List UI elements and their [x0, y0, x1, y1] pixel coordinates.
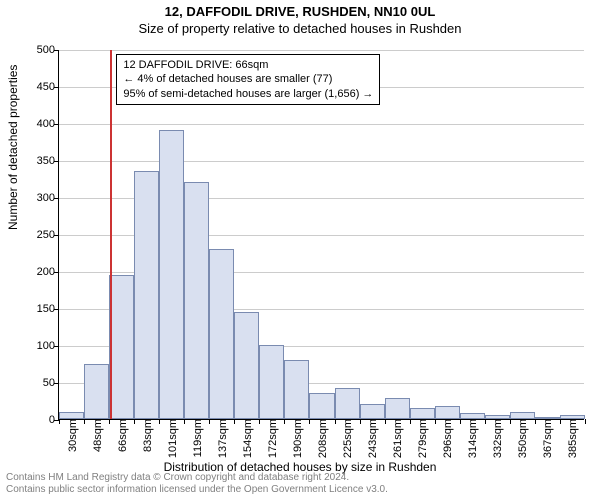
y-tick-label: 300	[37, 192, 59, 204]
x-tick-mark	[284, 419, 285, 424]
x-tick-mark	[560, 419, 561, 424]
footer-line-1: Contains HM Land Registry data © Crown c…	[6, 472, 594, 484]
annotation-line: 95% of semi-detached houses are larger (…	[123, 87, 373, 101]
property-marker-line	[110, 50, 112, 419]
y-tick-label: 450	[37, 81, 59, 93]
y-tick-label: 0	[49, 414, 59, 426]
histogram-bar	[109, 275, 134, 419]
x-tick-label: 385sqm	[565, 419, 579, 458]
annotation-box: 12 DAFFODIL DRIVE: 66sqm← 4% of detached…	[116, 54, 380, 105]
x-tick-mark	[84, 419, 85, 424]
x-tick-mark	[410, 419, 411, 424]
x-tick-mark	[134, 419, 135, 424]
x-tick-mark	[385, 419, 386, 424]
x-tick-mark	[360, 419, 361, 424]
x-tick-mark	[184, 419, 185, 424]
x-tick-label: 296sqm	[440, 419, 454, 458]
chart-title-address: 12, DAFFODIL DRIVE, RUSHDEN, NN10 0UL	[0, 4, 600, 19]
y-tick-label: 50	[43, 377, 59, 389]
x-tick-mark	[309, 419, 310, 424]
histogram-bar	[209, 249, 234, 419]
x-tick-mark	[485, 419, 486, 424]
histogram-bar	[159, 130, 184, 419]
y-tick-label: 500	[37, 44, 59, 56]
y-tick-label: 350	[37, 155, 59, 167]
x-tick-label: 119sqm	[190, 419, 204, 457]
y-tick-label: 150	[37, 303, 59, 315]
histogram-bar	[385, 398, 410, 419]
annotation-line: ← 4% of detached houses are smaller (77)	[123, 72, 373, 86]
y-tick-label: 250	[37, 229, 59, 241]
x-tick-label: 190sqm	[290, 419, 304, 458]
x-tick-mark	[585, 419, 586, 424]
histogram-bar	[510, 412, 535, 419]
x-tick-mark	[510, 419, 511, 424]
histogram-bar	[59, 412, 84, 419]
x-tick-label: 208sqm	[315, 419, 329, 458]
histogram-bar	[184, 182, 209, 419]
histogram-bar	[234, 312, 259, 419]
y-tick-label: 400	[37, 118, 59, 130]
x-tick-label: 66sqm	[115, 419, 129, 452]
chart-subtitle: Size of property relative to detached ho…	[0, 21, 600, 36]
histogram-bar	[435, 406, 460, 419]
histogram-bar	[134, 171, 159, 419]
x-tick-label: 172sqm	[265, 419, 279, 458]
x-tick-mark	[209, 419, 210, 424]
x-tick-label: 314sqm	[465, 419, 479, 458]
x-tick-label: 48sqm	[90, 419, 104, 452]
x-tick-mark	[435, 419, 436, 424]
gridline	[59, 50, 584, 51]
histogram-bar	[259, 345, 284, 419]
x-tick-mark	[535, 419, 536, 424]
x-tick-mark	[59, 419, 60, 424]
x-tick-label: 367sqm	[540, 419, 554, 458]
histogram-bar	[410, 408, 435, 419]
x-tick-mark	[159, 419, 160, 424]
gridline	[59, 124, 584, 125]
footer-attribution: Contains HM Land Registry data © Crown c…	[0, 470, 600, 500]
x-tick-label: 261sqm	[390, 419, 404, 458]
histogram-bar	[284, 360, 309, 419]
histogram-bar	[309, 393, 334, 419]
x-tick-label: 137sqm	[215, 419, 229, 458]
x-tick-label: 332sqm	[490, 419, 504, 458]
x-tick-mark	[259, 419, 260, 424]
x-tick-mark	[460, 419, 461, 424]
x-tick-mark	[109, 419, 110, 424]
x-tick-label: 83sqm	[140, 419, 154, 452]
x-tick-label: 243sqm	[365, 419, 379, 458]
x-tick-label: 30sqm	[65, 419, 79, 452]
histogram-chart: 05010015020025030035040045050030sqm48sqm…	[58, 50, 584, 420]
footer-line-2: Contains public sector information licen…	[6, 484, 594, 496]
x-tick-label: 101sqm	[165, 419, 179, 458]
x-tick-label: 350sqm	[515, 419, 529, 458]
y-axis-label: Number of detached properties	[6, 65, 20, 230]
histogram-bar	[335, 388, 360, 419]
gridline	[59, 161, 584, 162]
x-tick-mark	[234, 419, 235, 424]
y-tick-label: 100	[37, 340, 59, 352]
y-tick-label: 200	[37, 266, 59, 278]
chart-title-block: 12, DAFFODIL DRIVE, RUSHDEN, NN10 0UL Si…	[0, 0, 600, 36]
x-tick-label: 225sqm	[340, 419, 354, 458]
histogram-bar	[360, 404, 385, 419]
x-tick-label: 279sqm	[415, 419, 429, 458]
x-tick-label: 154sqm	[240, 419, 254, 458]
x-tick-mark	[335, 419, 336, 424]
annotation-line: 12 DAFFODIL DRIVE: 66sqm	[123, 58, 373, 72]
histogram-bar	[84, 364, 109, 420]
